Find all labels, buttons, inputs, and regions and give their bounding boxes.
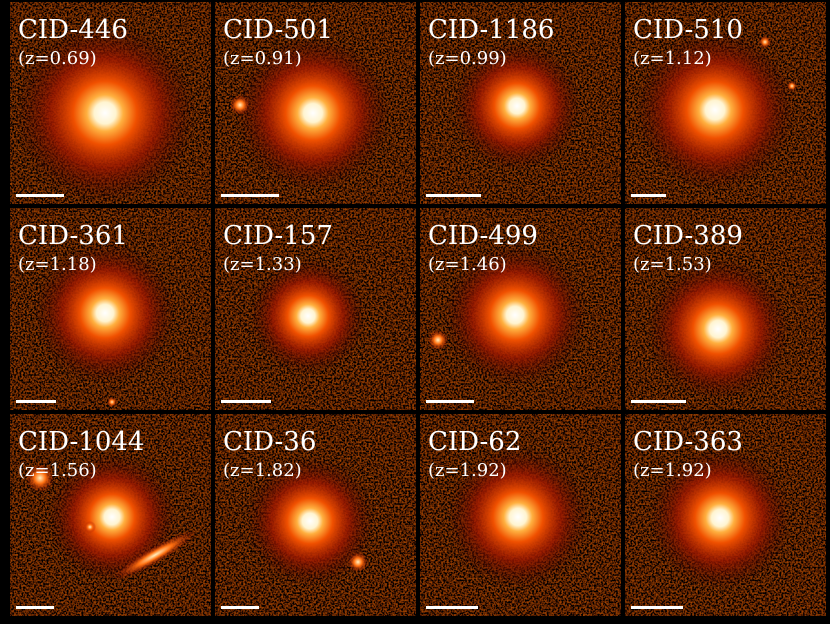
image-panel: CID-361 (z=1.18) bbox=[10, 208, 211, 410]
panel-redshift: (z=0.69) bbox=[18, 48, 97, 69]
image-panel: CID-501 (z=0.91) bbox=[215, 2, 416, 204]
scale-bar bbox=[221, 400, 271, 403]
scale-bar bbox=[631, 606, 683, 609]
scale-bar bbox=[426, 606, 478, 609]
companion bbox=[348, 552, 368, 572]
scale-bar bbox=[426, 400, 474, 403]
image-panel: CID-1186 (z=0.99) bbox=[420, 2, 621, 204]
panel-name: CID-446 bbox=[18, 15, 128, 45]
panel-name: CID-501 bbox=[223, 15, 333, 45]
quasar-glow bbox=[648, 446, 792, 590]
companion bbox=[787, 81, 797, 91]
panel-name: CID-510 bbox=[633, 15, 743, 45]
image-panel: CID-510 (z=1.12) bbox=[625, 2, 826, 204]
quasar-glow bbox=[33, 241, 177, 385]
quasar-glow bbox=[249, 257, 367, 375]
panel-redshift: (z=1.92) bbox=[428, 460, 507, 481]
panel-redshift: (z=0.99) bbox=[428, 48, 507, 69]
companion-galaxy bbox=[113, 530, 197, 580]
panel-redshift: (z=1.18) bbox=[18, 254, 97, 275]
quasar-glow bbox=[634, 29, 796, 191]
scale-bar bbox=[221, 606, 259, 609]
image-panel: CID-363 (z=1.92) bbox=[625, 414, 826, 616]
companion bbox=[428, 330, 448, 350]
scale-bar bbox=[631, 194, 666, 197]
quasar-glow bbox=[452, 41, 582, 171]
panel-redshift: (z=0.91) bbox=[223, 48, 302, 69]
scale-bar bbox=[221, 194, 279, 197]
image-panel: CID-499 (z=1.46) bbox=[420, 208, 621, 410]
image-panel: CID-446 (z=0.69) bbox=[10, 2, 211, 204]
panel-name: CID-361 bbox=[18, 221, 128, 251]
panel-redshift: (z=1.56) bbox=[18, 460, 97, 481]
panel-name: CID-499 bbox=[428, 221, 538, 251]
quasar-glow bbox=[245, 456, 375, 586]
quasar-glow bbox=[443, 243, 587, 387]
quasar-glow bbox=[14, 22, 196, 204]
panel-name: CID-157 bbox=[223, 221, 333, 251]
companion bbox=[230, 95, 250, 115]
quasar-glow bbox=[47, 452, 177, 582]
image-panel: CID-157 (z=1.33) bbox=[215, 208, 416, 410]
companion bbox=[759, 36, 771, 48]
scale-bar bbox=[426, 194, 481, 197]
panel-redshift: (z=1.53) bbox=[633, 254, 712, 275]
image-panel: CID-62 (z=1.92) bbox=[420, 414, 621, 616]
companion bbox=[26, 464, 54, 492]
panel-name: CID-36 bbox=[223, 427, 316, 457]
scale-bar bbox=[16, 194, 64, 197]
companion bbox=[107, 397, 117, 407]
panel-redshift: (z=1.12) bbox=[633, 48, 712, 69]
panel-name: CID-389 bbox=[633, 221, 743, 251]
image-panel: CID-389 (z=1.53) bbox=[625, 208, 826, 410]
image-panel: CID-1044 (z=1.56) bbox=[10, 414, 211, 616]
panel-redshift: (z=1.33) bbox=[223, 254, 302, 275]
quasar-glow bbox=[446, 445, 590, 589]
image-panel: CID-36 (z=1.82) bbox=[215, 414, 416, 616]
panel-name: CID-363 bbox=[633, 427, 743, 457]
companion bbox=[84, 521, 96, 533]
panel-name: CID-1044 bbox=[18, 427, 144, 457]
scale-bar bbox=[631, 400, 686, 403]
panel-redshift: (z=1.46) bbox=[428, 254, 507, 275]
panel-redshift: (z=1.92) bbox=[633, 460, 712, 481]
scale-bar bbox=[16, 606, 54, 609]
scale-bar bbox=[16, 400, 56, 403]
panel-redshift: (z=1.82) bbox=[223, 460, 302, 481]
quasar-glow bbox=[646, 257, 790, 401]
panel-name: CID-1186 bbox=[428, 15, 554, 45]
panel-name: CID-62 bbox=[428, 427, 521, 457]
quasar-glow bbox=[235, 35, 391, 191]
